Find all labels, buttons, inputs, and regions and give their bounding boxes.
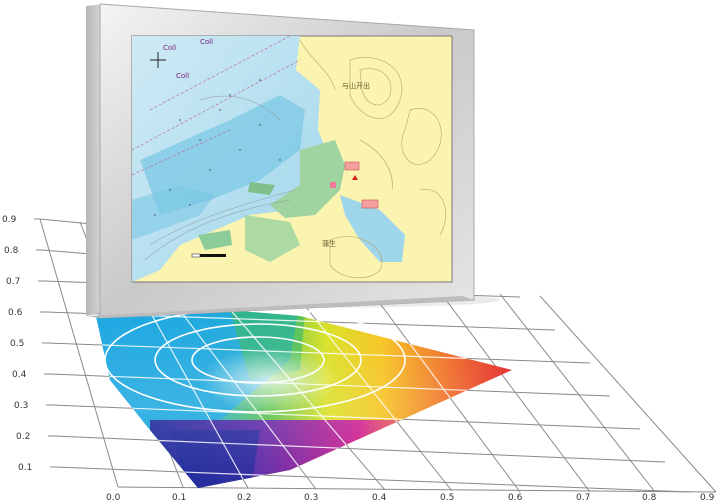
compass-icon: [150, 52, 166, 68]
scale-bar: [191, 253, 226, 258]
y-tick-label: 0.6: [8, 308, 23, 318]
map-label: 蒲生: [322, 239, 336, 248]
x-tick-label: 0.0: [106, 493, 121, 503]
y-tick-label: 0.8: [4, 246, 19, 256]
map-label: Coll: [200, 38, 213, 46]
y-tick-label: 0.7: [6, 277, 20, 287]
nautical-chart-screen: Coll Coll Coll 与山开出 蒲生: [131, 35, 453, 283]
location-marker-icon: [352, 175, 358, 180]
y-tick-label: 0.9: [2, 215, 17, 225]
ellipse-middle: [154, 323, 362, 397]
y-tick-label: 0.3: [14, 401, 28, 411]
x-tick-label: 0.4: [372, 493, 387, 503]
map-label: Coll: [176, 72, 189, 80]
x-tick-label: 0.9: [700, 493, 715, 503]
y-tick-label: 0.2: [16, 432, 30, 442]
x-tick-label: 0.3: [304, 493, 318, 503]
map-label: Coll: [163, 44, 176, 52]
x-tick-label: 0.8: [642, 493, 657, 503]
y-axis-ticks: 0.9 0.8 0.7 0.6 0.5 0.4 0.3 0.2 0.1: [2, 215, 32, 473]
x-tick-label: 0.2: [237, 493, 251, 503]
ellipse-inner: [191, 336, 325, 384]
map-label: 与山开出: [342, 81, 370, 90]
monitor: Coll Coll Coll 与山开出 蒲生: [86, 3, 500, 319]
y-tick-label: 0.4: [12, 370, 27, 380]
x-tick-label: 0.1: [172, 493, 186, 503]
x-tick-label: 0.7: [576, 493, 590, 503]
y-tick-label: 0.5: [10, 339, 24, 349]
y-tick-label: 0.1: [18, 463, 32, 473]
x-axis-ticks: 0.0 0.1 0.2 0.3 0.4 0.5 0.6 0.7 0.8 0.9: [106, 493, 715, 503]
x-tick-label: 0.5: [440, 493, 454, 503]
x-tick-label: 0.6: [508, 493, 523, 503]
